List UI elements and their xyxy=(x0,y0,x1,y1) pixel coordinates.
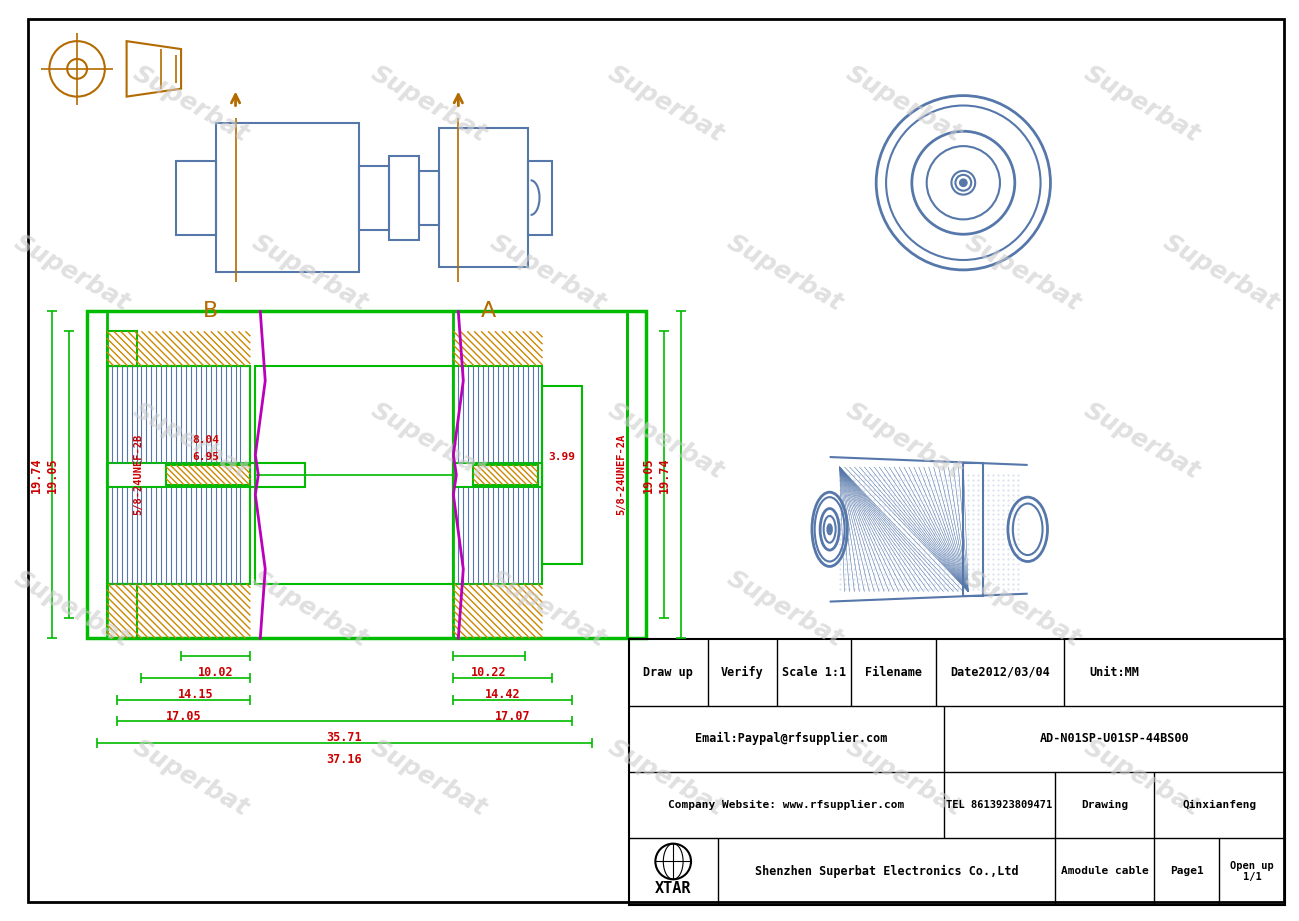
Text: 19.74: 19.74 xyxy=(30,457,43,493)
Text: Amodule cable: Amodule cable xyxy=(1061,867,1148,877)
Bar xyxy=(107,332,136,366)
Text: Superbat: Superbat xyxy=(366,399,491,484)
Text: 19.74: 19.74 xyxy=(659,457,672,493)
Text: AD-N01SP-U01SP-44BS00: AD-N01SP-U01SP-44BS00 xyxy=(1039,732,1190,745)
Text: 14.15: 14.15 xyxy=(178,688,214,701)
Text: Date2012/03/04: Date2012/03/04 xyxy=(950,666,1050,679)
Text: 10.02: 10.02 xyxy=(197,666,234,679)
Text: Superbat: Superbat xyxy=(842,62,966,147)
Bar xyxy=(87,311,107,638)
Bar xyxy=(360,166,388,230)
Text: 6.95: 6.95 xyxy=(192,452,220,462)
Text: XTAR: XTAR xyxy=(655,880,691,895)
Bar xyxy=(527,161,552,235)
Text: Superbat: Superbat xyxy=(604,735,729,821)
Text: Superbat: Superbat xyxy=(724,230,847,316)
Bar xyxy=(453,311,626,638)
Text: Superbat: Superbat xyxy=(842,735,966,821)
Text: Superbat: Superbat xyxy=(129,62,253,147)
Bar xyxy=(256,366,453,584)
Text: A: A xyxy=(481,301,496,321)
Text: Superbat: Superbat xyxy=(960,230,1085,316)
Text: 5/8-24UNEF-2A: 5/8-24UNEF-2A xyxy=(617,434,626,516)
Text: 17.05: 17.05 xyxy=(166,709,201,723)
Text: Superbat: Superbat xyxy=(1079,399,1204,484)
Text: Superbat: Superbat xyxy=(366,62,491,147)
Bar xyxy=(107,366,251,584)
Text: 8.04: 8.04 xyxy=(192,436,220,445)
Text: 37.16: 37.16 xyxy=(326,753,362,766)
Text: Superbat: Superbat xyxy=(248,566,372,652)
Bar xyxy=(964,463,983,596)
Text: 10.22: 10.22 xyxy=(472,666,507,679)
Bar xyxy=(107,584,136,638)
Text: Superbat: Superbat xyxy=(604,62,729,147)
Text: Shenzhen Superbat Electronics Co.,Ltd: Shenzhen Superbat Electronics Co.,Ltd xyxy=(755,865,1018,878)
Text: Company Website: www.rfsupplier.com: Company Website: www.rfsupplier.com xyxy=(668,800,904,810)
Text: Superbat: Superbat xyxy=(486,230,609,316)
Text: Verify: Verify xyxy=(721,666,764,679)
Text: Superbat: Superbat xyxy=(1079,62,1204,147)
Text: Superbat: Superbat xyxy=(366,735,491,821)
Bar xyxy=(453,463,543,486)
Text: Email:Paypal@rfsupplier.com: Email:Paypal@rfsupplier.com xyxy=(695,732,887,745)
Bar xyxy=(388,156,418,240)
Bar xyxy=(177,161,216,235)
Text: Superbat: Superbat xyxy=(604,399,729,484)
Text: B: B xyxy=(203,301,218,321)
Bar xyxy=(543,386,582,564)
Text: Superbat: Superbat xyxy=(724,566,847,652)
Text: Superbat: Superbat xyxy=(10,230,134,316)
Text: Superbat: Superbat xyxy=(1079,735,1204,821)
Text: Superbat: Superbat xyxy=(486,566,609,652)
Text: Filename: Filename xyxy=(865,666,922,679)
Bar xyxy=(473,465,538,484)
Text: 3.99: 3.99 xyxy=(548,452,575,462)
Text: Drawing: Drawing xyxy=(1081,800,1129,810)
Text: Superbat: Superbat xyxy=(10,566,134,652)
Bar xyxy=(453,366,543,584)
Text: 19.05: 19.05 xyxy=(47,457,60,493)
Text: Open up
1/1: Open up 1/1 xyxy=(1230,860,1274,882)
Bar xyxy=(629,639,1285,904)
Bar xyxy=(439,128,527,267)
Text: Superbat: Superbat xyxy=(842,399,966,484)
Text: 14.42: 14.42 xyxy=(485,688,521,701)
Circle shape xyxy=(960,180,966,186)
Bar xyxy=(107,463,305,486)
Bar xyxy=(216,123,360,272)
Text: Superbat: Superbat xyxy=(1159,230,1283,316)
Text: Scale 1:1: Scale 1:1 xyxy=(782,666,847,679)
Text: Draw up: Draw up xyxy=(643,666,694,679)
Text: Superbat: Superbat xyxy=(129,399,253,484)
Text: 17.07: 17.07 xyxy=(495,709,530,723)
Bar xyxy=(418,171,439,226)
Bar xyxy=(87,311,647,638)
Text: Superbat: Superbat xyxy=(129,735,253,821)
Text: Superbat: Superbat xyxy=(248,230,372,316)
Bar xyxy=(626,311,647,638)
Text: TEL 8613923809471: TEL 8613923809471 xyxy=(947,800,1052,810)
Text: 19.05: 19.05 xyxy=(642,457,655,493)
Text: Superbat: Superbat xyxy=(960,566,1085,652)
Text: 5/8-24UNEF-2B: 5/8-24UNEF-2B xyxy=(134,434,143,516)
Text: Qinxianfeng: Qinxianfeng xyxy=(1182,800,1256,810)
Text: 35.71: 35.71 xyxy=(326,731,362,744)
Text: Unit:MM: Unit:MM xyxy=(1089,666,1139,679)
Text: Page1: Page1 xyxy=(1170,867,1204,877)
Bar xyxy=(166,465,251,484)
